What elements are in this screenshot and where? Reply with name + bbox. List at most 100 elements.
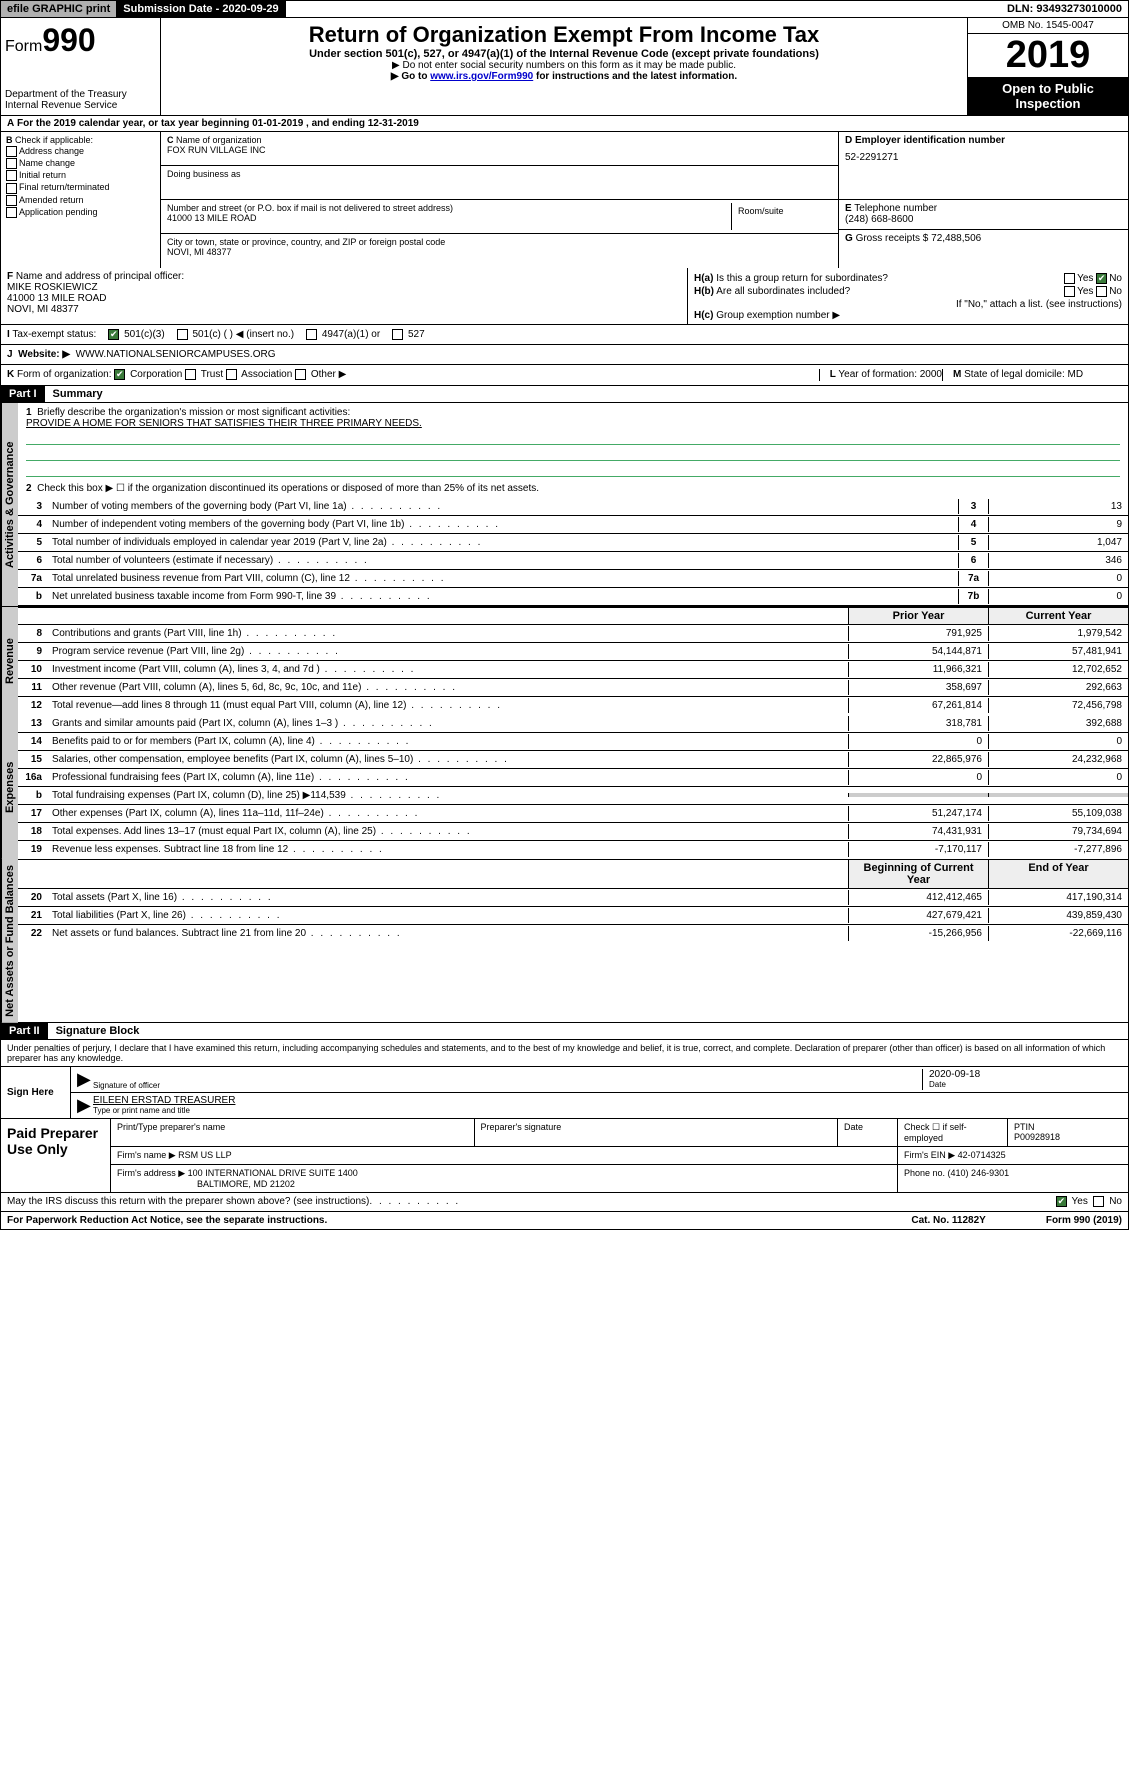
city-value: NOVI, MI 48377 xyxy=(167,247,832,257)
cb-assoc[interactable] xyxy=(226,369,237,380)
j-label: Website: ▶ xyxy=(18,349,70,360)
i-label: Tax-exempt status: xyxy=(12,329,96,340)
sig-officer-label: Signature of officer xyxy=(93,1081,922,1090)
l1-label: Briefly describe the organization's miss… xyxy=(37,407,350,418)
e-label: E Telephone number xyxy=(845,203,1122,214)
cb-amended[interactable] xyxy=(6,195,17,206)
cb-corp[interactable] xyxy=(114,369,125,380)
discuss-text: May the IRS discuss this return with the… xyxy=(7,1196,369,1207)
cb-initial[interactable] xyxy=(6,170,17,181)
d-label: D Employer identification number xyxy=(845,135,1122,146)
hb-no[interactable] xyxy=(1096,286,1107,297)
perjury-text: Under penalties of perjury, I declare th… xyxy=(1,1040,1128,1066)
open-public: Open to Public Inspection xyxy=(968,77,1128,115)
ptin-label: PTIN xyxy=(1014,1122,1122,1132)
col-end: End of Year xyxy=(988,860,1128,888)
firm-phone-label: Phone no. xyxy=(904,1168,948,1178)
l-label: Year of formation: xyxy=(838,369,919,380)
form-number: Form990 xyxy=(5,22,156,59)
cb-527[interactable] xyxy=(392,329,403,340)
b-label: B Check if applicable: xyxy=(6,135,155,145)
officer-typed-label: Type or print name and title xyxy=(93,1106,1122,1115)
firm-addr1: 100 INTERNATIONAL DRIVE SUITE 1400 xyxy=(188,1168,358,1178)
org-name: FOX RUN VILLAGE INC xyxy=(167,145,832,155)
ptin-value: P00928918 xyxy=(1014,1132,1122,1142)
dba-label: Doing business as xyxy=(167,169,832,179)
instr-2: ▶ Go to www.irs.gov/Form990 for instruct… xyxy=(165,71,963,82)
cb-4947[interactable] xyxy=(306,329,317,340)
cb-final[interactable] xyxy=(6,183,17,194)
tab-governance: Activities & Governance xyxy=(1,403,18,606)
year-formation: 2000 xyxy=(920,369,942,380)
col-current: Current Year xyxy=(988,608,1128,624)
l2-text: Check this box ▶ ☐ if the organization d… xyxy=(37,483,539,494)
form-title: Return of Organization Exempt From Incom… xyxy=(165,22,963,48)
tab-expenses: Expenses xyxy=(1,715,18,859)
footer-form: Form 990 (2019) xyxy=(1046,1215,1122,1226)
instr-1: Do not enter social security numbers on … xyxy=(165,60,963,71)
ha-no[interactable] xyxy=(1096,273,1107,284)
dln: DLN: 93493273010000 xyxy=(1001,1,1128,17)
phone-value: (248) 668-8600 xyxy=(845,214,1122,225)
prep-name-hdr: Print/Type preparer's name xyxy=(111,1119,475,1146)
part1-hdr: Part I xyxy=(1,386,45,402)
part1-title: Summary xyxy=(45,386,111,402)
cb-trust[interactable] xyxy=(185,369,196,380)
f-label: F Name and address of principal officer: xyxy=(7,271,681,282)
g-label: Gross receipts $ xyxy=(856,233,932,244)
part2-hdr: Part II xyxy=(1,1023,48,1039)
form-subtitle: Under section 501(c), 527, or 4947(a)(1)… xyxy=(165,48,963,60)
firm-phone: (410) 246-9301 xyxy=(948,1168,1010,1178)
prep-date-hdr: Date xyxy=(838,1119,898,1146)
officer-addr: 41000 13 MILE ROAD xyxy=(7,293,681,304)
discuss-yes[interactable] xyxy=(1056,1196,1067,1207)
firm-addr-label: Firm's address ▶ xyxy=(117,1168,185,1178)
efile-button[interactable]: efile GRAPHIC print xyxy=(1,1,117,17)
footer-cat: Cat. No. 11282Y xyxy=(911,1215,985,1226)
cb-pending[interactable] xyxy=(6,207,17,218)
paid-preparer-label: Paid Preparer Use Only xyxy=(1,1119,111,1192)
col-beginning: Beginning of Current Year xyxy=(848,860,988,888)
c-name-label: C Name of organization xyxy=(167,135,832,145)
cb-other[interactable] xyxy=(295,369,306,380)
room-label: Room/suite xyxy=(732,203,832,230)
irs-link[interactable]: www.irs.gov/Form990 xyxy=(430,71,533,82)
hb-note: If "No," attach a list. (see instruction… xyxy=(694,299,1122,310)
firm-addr2: BALTIMORE, MD 21202 xyxy=(197,1179,295,1189)
sig-date-label: Date xyxy=(929,1080,1122,1089)
firm-name-label: Firm's name ▶ xyxy=(117,1150,176,1160)
addr-value: 41000 13 MILE ROAD xyxy=(167,213,731,223)
ein-value: 52-2291271 xyxy=(845,152,1122,163)
footer-left: For Paperwork Reduction Act Notice, see … xyxy=(7,1215,327,1226)
tax-year: 2019 xyxy=(968,34,1128,77)
ha-yes[interactable] xyxy=(1064,273,1075,284)
dept-label: Department of the Treasury Internal Reve… xyxy=(5,89,156,111)
sign-here: Sign Here xyxy=(1,1067,71,1118)
state-domicile: MD xyxy=(1068,369,1084,380)
officer-typed: EILEEN ERSTAD TREASURER xyxy=(93,1095,1122,1106)
discuss-no[interactable] xyxy=(1093,1196,1104,1207)
cb-501c3[interactable] xyxy=(108,329,119,340)
hc-label: Group exemption number ▶ xyxy=(716,310,840,321)
ha-label: Is this a group return for subordinates? xyxy=(716,273,888,284)
hb-label: Are all subordinates included? xyxy=(716,286,850,297)
cb-name[interactable] xyxy=(6,158,17,169)
officer-name: MIKE ROSKIEWICZ xyxy=(7,282,681,293)
officer-city: NOVI, MI 48377 xyxy=(7,304,681,315)
cb-501c[interactable] xyxy=(177,329,188,340)
part2-title: Signature Block xyxy=(48,1023,148,1039)
sig-date: 2020-09-18 xyxy=(929,1069,1122,1080)
city-label: City or town, state or province, country… xyxy=(167,237,832,247)
omb-number: OMB No. 1545-0047 xyxy=(968,18,1128,34)
tab-revenue: Revenue xyxy=(1,607,18,715)
k-label: Form of organization: xyxy=(17,370,112,381)
row-a: A For the 2019 calendar year, or tax yea… xyxy=(0,116,1129,132)
addr-label: Number and street (or P.O. box if mail i… xyxy=(167,203,731,213)
gross-receipts: 72,488,506 xyxy=(931,233,981,244)
firm-name: RSM US LLP xyxy=(178,1150,232,1160)
tab-netassets: Net Assets or Fund Balances xyxy=(1,859,18,1023)
hb-yes[interactable] xyxy=(1064,286,1075,297)
firm-ein: 42-0714325 xyxy=(958,1150,1006,1160)
cb-address[interactable] xyxy=(6,146,17,157)
submission-date: Submission Date - 2020-09-29 xyxy=(117,1,285,17)
